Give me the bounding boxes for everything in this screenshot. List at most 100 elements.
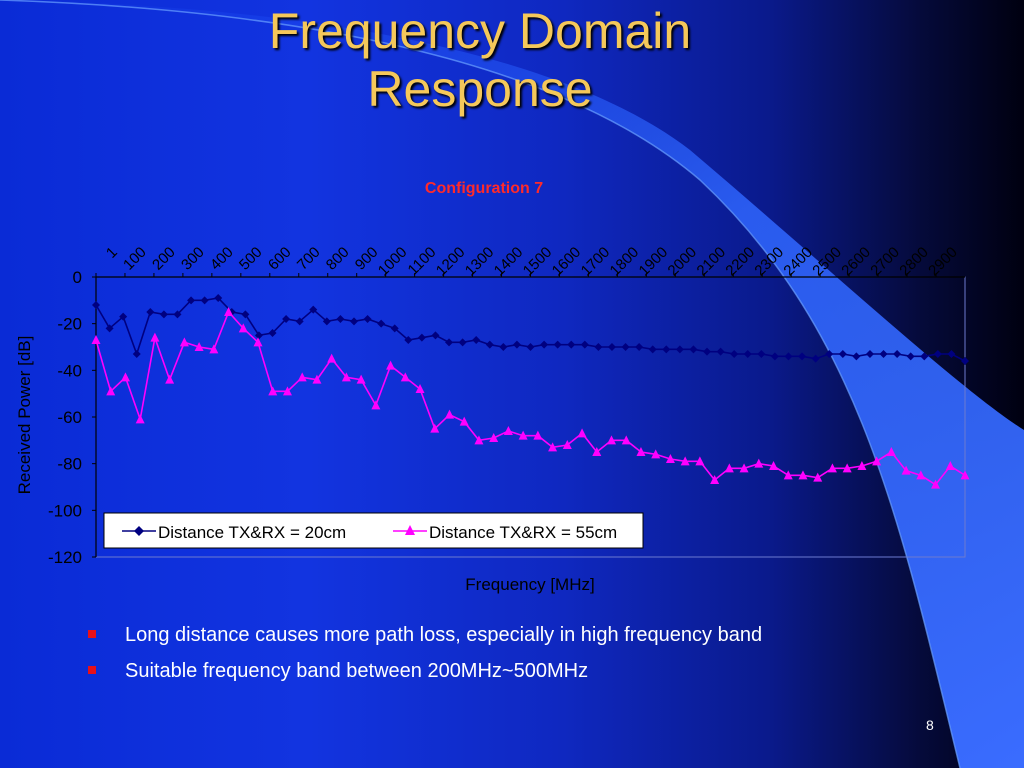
data-point-triangle — [253, 337, 263, 347]
x-tick-label: 2000 — [665, 244, 701, 280]
data-point-diamond — [485, 340, 494, 349]
data-point-triangle — [798, 470, 808, 480]
data-point-diamond — [282, 315, 291, 323]
data-point-diamond — [675, 345, 684, 354]
data-point-triangle — [636, 447, 646, 456]
data-point-triangle — [327, 353, 337, 363]
data-point-triangle — [224, 307, 234, 316]
x-tick-label: 2200 — [722, 244, 758, 280]
data-point-diamond — [540, 340, 549, 349]
data-point-diamond — [295, 317, 304, 326]
legend-marker-triangle — [405, 525, 415, 535]
bullet-text: Suitable frequency band between 200MHz~5… — [125, 660, 589, 682]
data-point-diamond — [784, 352, 793, 361]
data-point-triangle — [489, 433, 499, 442]
data-point-diamond — [187, 296, 196, 305]
data-point-triangle — [430, 423, 440, 433]
data-point-triangle — [916, 470, 926, 480]
data-point-diamond — [703, 347, 712, 356]
data-point-diamond — [648, 345, 657, 354]
data-point-diamond — [499, 343, 508, 351]
data-point-triangle — [710, 475, 720, 484]
data-point-triangle — [209, 344, 219, 354]
data-point-triangle — [179, 337, 189, 347]
data-point-diamond — [770, 352, 779, 361]
x-tick-label: 100 — [120, 244, 150, 274]
data-point-diamond — [933, 350, 942, 358]
data-point-triangle — [754, 458, 764, 468]
data-point-triangle — [282, 386, 292, 396]
x-tick-label: 2700 — [867, 244, 903, 280]
data-point-triangle — [135, 414, 145, 424]
x-tick-label: 2900 — [925, 244, 961, 280]
data-point-diamond — [512, 340, 521, 349]
data-point-diamond — [417, 333, 426, 342]
x-axis-label: Frequency [MHz] — [465, 575, 594, 594]
data-point-triangle — [238, 323, 248, 333]
y-tick-label: -120 — [48, 548, 82, 567]
data-point-triangle — [592, 447, 602, 456]
data-point-triangle — [783, 470, 793, 480]
data-point-triangle — [621, 435, 631, 445]
data-point-diamond — [105, 324, 114, 333]
data-point-diamond — [377, 319, 386, 328]
data-point-diamond — [689, 345, 698, 354]
data-point-diamond — [526, 343, 535, 351]
y-tick-label: -60 — [57, 408, 82, 427]
data-point-triangle — [680, 456, 690, 466]
data-point-triangle — [842, 463, 852, 473]
data-point-triangle — [577, 428, 587, 438]
series-layer — [91, 294, 970, 489]
data-point-triangle — [813, 472, 823, 482]
x-tick-label: 2500 — [809, 244, 845, 280]
data-point-triangle — [931, 479, 941, 489]
data-point-triangle — [886, 447, 896, 456]
data-point-diamond — [268, 329, 277, 337]
data-point-diamond — [173, 310, 182, 319]
slide-title-line2: Response — [367, 61, 593, 117]
data-point-triangle — [960, 470, 970, 480]
x-tick-label: 2600 — [838, 244, 874, 280]
data-point-triangle — [769, 461, 779, 470]
x-tick-label: 2300 — [751, 244, 787, 280]
data-point-diamond — [241, 310, 250, 319]
legend-marker-diamond — [134, 526, 144, 536]
data-point-diamond — [716, 347, 725, 356]
y-tick-label: -20 — [57, 315, 82, 334]
data-point-diamond — [390, 324, 399, 333]
x-tick-label: 1600 — [549, 244, 585, 280]
data-point-diamond — [404, 336, 413, 344]
x-tick-label: 500 — [236, 244, 266, 274]
data-point-triangle — [297, 372, 307, 382]
y-tick-label: -100 — [48, 501, 82, 520]
data-point-triangle — [386, 360, 396, 370]
data-point-triangle — [562, 440, 572, 449]
data-point-triangle — [459, 416, 469, 426]
data-point-diamond — [349, 317, 358, 326]
data-point-diamond — [852, 352, 861, 361]
data-point-triangle — [533, 430, 543, 440]
data-point-diamond — [621, 343, 630, 351]
page-number: 8 — [926, 717, 934, 733]
legend: Distance TX&RX = 20cm Distance TX&RX = 5… — [103, 512, 644, 549]
data-point-triangle — [739, 463, 749, 473]
data-point-diamond — [920, 352, 929, 361]
data-point-diamond — [159, 310, 168, 319]
data-point-diamond — [431, 331, 440, 340]
data-point-diamond — [567, 340, 576, 349]
data-point-triangle — [120, 372, 130, 382]
data-point-diamond — [811, 354, 820, 363]
data-point-triangle — [194, 342, 204, 351]
data-point-triangle — [415, 384, 425, 393]
data-point-diamond — [743, 350, 752, 358]
data-point-diamond — [309, 305, 318, 314]
data-point-triangle — [827, 463, 837, 473]
data-point-diamond — [580, 340, 589, 349]
x-tick-label: 2800 — [896, 244, 932, 280]
data-point-diamond — [865, 350, 874, 358]
bullet-item: Long distance causes more path loss, esp… — [88, 620, 762, 656]
data-point-triangle — [503, 426, 513, 435]
data-point-diamond — [472, 336, 481, 344]
